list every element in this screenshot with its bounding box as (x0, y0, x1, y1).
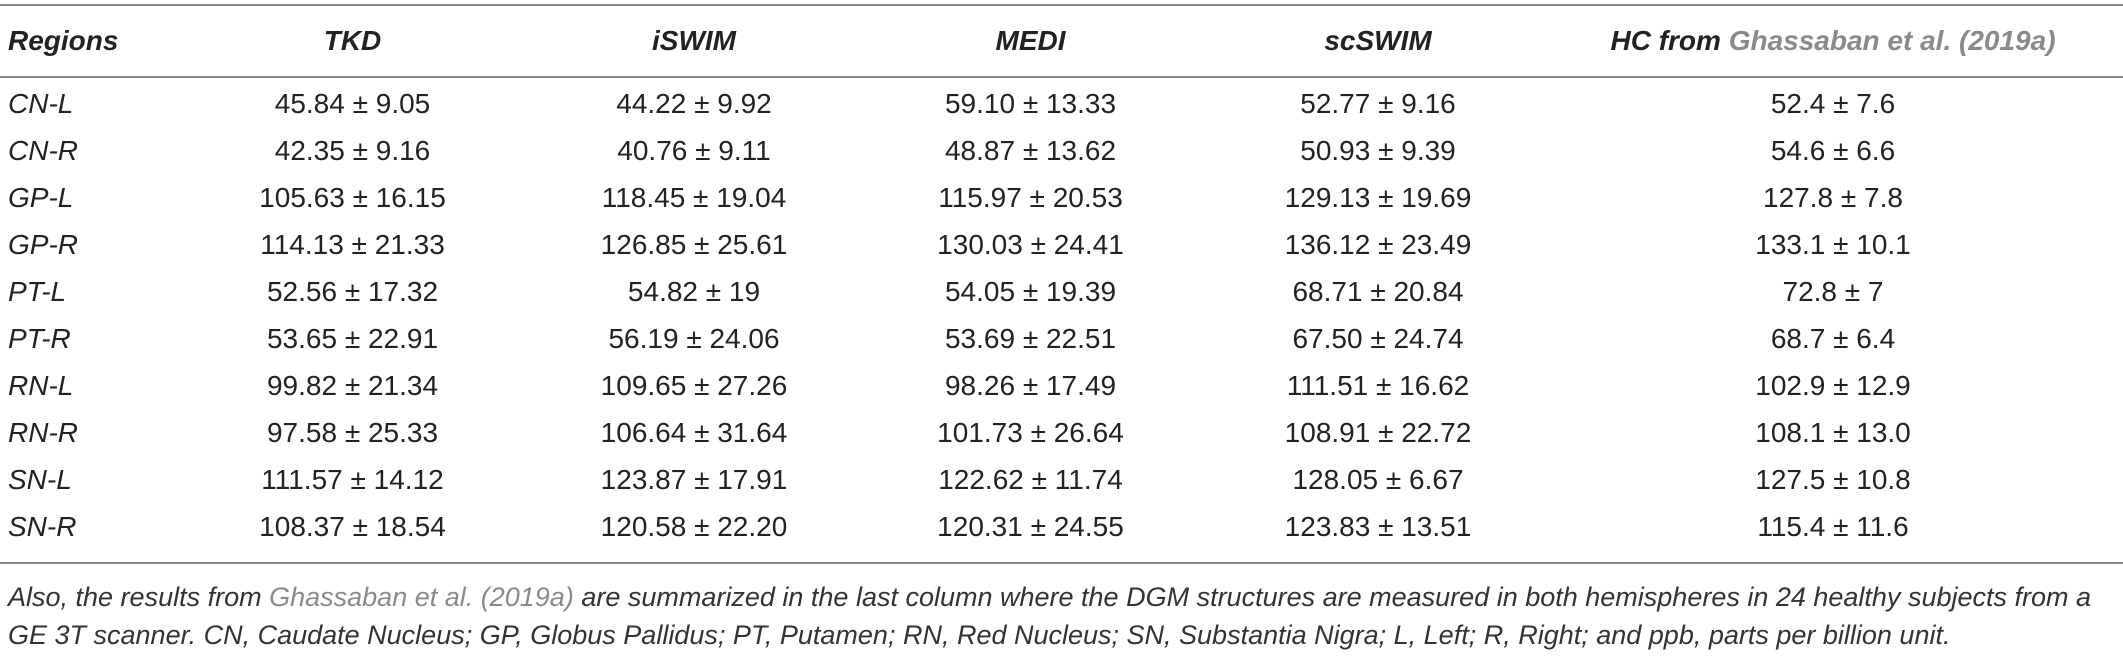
tkd-cell: 53.65 ± 22.91 (266, 322, 439, 354)
hc-cell: 52.4 ± 7.6 (1770, 87, 1896, 119)
header-hc-prefix: HC from (1610, 25, 1721, 56)
scswim-cell: 52.77 ± 9.16 (1300, 87, 1456, 119)
header-rule (0, 76, 2123, 78)
region-cell: SN-L (8, 463, 72, 495)
iswim-cell: 106.64 ± 31.64 (600, 416, 788, 448)
footnote-citation-link[interactable]: Ghassaban et al. (2019a) (269, 582, 574, 612)
tkd-cell: 52.56 ± 17.32 (266, 275, 439, 307)
region-cell: CN-R (8, 134, 78, 166)
header-medi: MEDI (995, 25, 1066, 56)
table-row: CN-L 45.84 ± 9.05 44.22 ± 9.92 59.10 ± 13.3… (0, 76, 2123, 127)
bottom-rule (0, 562, 2123, 564)
region-cell: SN-R (8, 510, 77, 542)
scswim-cell: 123.83 ± 13.51 (1284, 510, 1472, 542)
header-hc: HC from Ghassaban et al. (2019a) (1543, 6, 2123, 76)
table-row: PT-R 53.65 ± 22.91 56.19 ± 24.06 53.69 ± 22… (0, 315, 2123, 362)
hc-cell: 72.8 ± 7 (1782, 275, 1884, 307)
scswim-cell: 67.50 ± 24.74 (1292, 322, 1464, 354)
table-row: RN-L 99.82 ± 21.34 109.65 ± 27.26 98.26 ± 1… (0, 362, 2123, 409)
table-row: GP-R 114.13 ± 21.33 126.85 ± 25.61 130.03 ±… (0, 221, 2123, 268)
tkd-cell: 42.35 ± 9.16 (274, 134, 431, 166)
medi-cell: 48.87 ± 13.62 (944, 134, 1117, 166)
region-cell: PT-R (8, 322, 71, 354)
medi-cell: 59.10 ± 13.33 (944, 87, 1117, 119)
region-cell: GP-L (8, 181, 74, 213)
header-scswim: scSWIM (1324, 25, 1432, 56)
region-cell: RN-L (8, 369, 74, 401)
hc-cell: 108.1 ± 13.0 (1755, 416, 1911, 448)
table-row: PT-L 52.56 ± 17.32 54.82 ± 19 54.05 ± 19.39… (0, 268, 2123, 315)
table-body: CN-L 45.84 ± 9.05 44.22 ± 9.92 59.10 ± 13.3… (0, 76, 2123, 550)
tkd-cell: 114.13 ± 21.33 (260, 228, 445, 260)
medi-cell: 122.62 ± 11.74 (938, 463, 1123, 495)
iswim-cell: 40.76 ± 9.11 (617, 134, 771, 166)
iswim-cell: 126.85 ± 25.61 (600, 228, 788, 260)
medi-cell: 120.31 ± 24.55 (937, 510, 1124, 542)
table-row: SN-R 108.37 ± 18.54 120.58 ± 22.20 120.31 ±… (0, 503, 2123, 550)
header-regions: Regions (8, 25, 119, 56)
iswim-cell: 56.19 ± 24.06 (608, 322, 780, 354)
region-cell: PT-L (8, 275, 67, 307)
table-row: RN-R 97.58 ± 25.33 106.64 ± 31.64 101.73 ± … (0, 409, 2123, 456)
header-hc-citation-link[interactable]: Ghassaban et al. (2019a) (1728, 25, 2056, 56)
scswim-cell: 68.71 ± 20.84 (1292, 275, 1464, 307)
footnote-text-end: are summarized in the last column where … (8, 582, 2092, 650)
hc-cell: 127.8 ± 7.8 (1763, 181, 1903, 213)
scswim-cell: 136.12 ± 23.49 (1284, 228, 1472, 260)
scswim-cell: 50.93 ± 9.39 (1300, 134, 1456, 166)
medi-cell: 53.69 ± 22.51 (944, 322, 1117, 354)
hc-cell: 115.4 ± 11.6 (1757, 510, 1909, 542)
tkd-cell: 111.57 ± 14.12 (261, 463, 444, 495)
hc-cell: 133.1 ± 10.1 (1755, 228, 1911, 260)
region-cell: CN-L (8, 87, 74, 119)
scswim-cell: 108.91 ± 22.72 (1284, 416, 1472, 448)
medi-cell: 101.73 ± 26.64 (937, 416, 1124, 448)
scswim-cell: 111.51 ± 16.62 (1286, 369, 1470, 401)
top-rule (0, 4, 2123, 6)
footnote-text-start: Also, the results from (8, 582, 262, 612)
header-tkd: TKD (323, 25, 382, 56)
scswim-cell: 128.05 ± 6.67 (1292, 463, 1464, 495)
header-row: Regions TKD iSWIM MEDI scSWIM HC from Gh… (0, 6, 2123, 76)
medi-cell: 54.05 ± 19.39 (944, 275, 1117, 307)
header-iswim: iSWIM (652, 25, 736, 56)
tkd-cell: 108.37 ± 18.54 (259, 510, 446, 542)
medi-cell: 130.03 ± 24.41 (937, 228, 1124, 260)
medi-cell: 115.97 ± 20.53 (938, 181, 1123, 213)
scswim-cell: 129.13 ± 19.69 (1284, 181, 1472, 213)
region-cell: RN-R (8, 416, 78, 448)
iswim-cell: 118.45 ± 19.04 (601, 181, 787, 213)
hc-cell: 127.5 ± 10.8 (1755, 463, 1911, 495)
tkd-cell: 45.84 ± 9.05 (274, 87, 431, 119)
iswim-cell: 54.82 ± 19 (627, 275, 761, 307)
tkd-cell: 105.63 ± 16.15 (259, 181, 446, 213)
table-row: GP-L 105.63 ± 16.15 118.45 ± 19.04 115.97 ±… (0, 174, 2123, 221)
tkd-cell: 97.58 ± 25.33 (266, 416, 439, 448)
hc-cell: 54.6 ± 6.6 (1770, 134, 1896, 166)
table-row: SN-L 111.57 ± 14.12 123.87 ± 17.91 122.62 ±… (0, 456, 2123, 503)
hc-cell: 68.7 ± 6.4 (1770, 322, 1896, 354)
medi-cell: 98.26 ± 17.49 (944, 369, 1117, 401)
tkd-cell: 99.82 ± 21.34 (266, 369, 439, 401)
iswim-cell: 109.65 ± 27.26 (600, 369, 788, 401)
hc-cell: 102.9 ± 12.9 (1755, 369, 1911, 401)
region-cell: GP-R (8, 228, 78, 260)
iswim-cell: 44.22 ± 9.92 (616, 87, 772, 119)
table-row: CN-R 42.35 ± 9.16 40.76 ± 9.11 48.87 ± 13.6… (0, 127, 2123, 174)
iswim-cell: 120.58 ± 22.20 (600, 510, 788, 542)
table-footnote: Also, the results from Ghassaban et al. … (8, 578, 2118, 654)
susceptibility-table: Regions TKD iSWIM MEDI scSWIM HC from Gh… (0, 6, 2123, 550)
iswim-cell: 123.87 ± 17.91 (600, 463, 788, 495)
